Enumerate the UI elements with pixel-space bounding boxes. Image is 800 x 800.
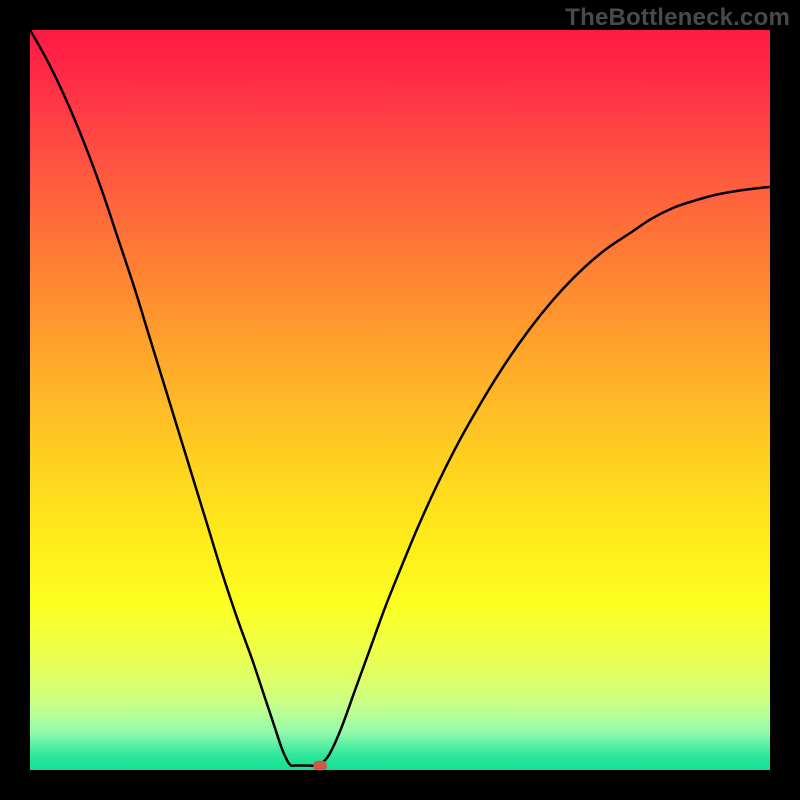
bottleneck-chart: TheBottleneck.com — [0, 0, 800, 800]
watermark-text: TheBottleneck.com — [565, 4, 790, 32]
plot-area-gradient — [30, 30, 770, 770]
chart-svg — [0, 0, 800, 800]
optimal-marker — [313, 761, 326, 771]
